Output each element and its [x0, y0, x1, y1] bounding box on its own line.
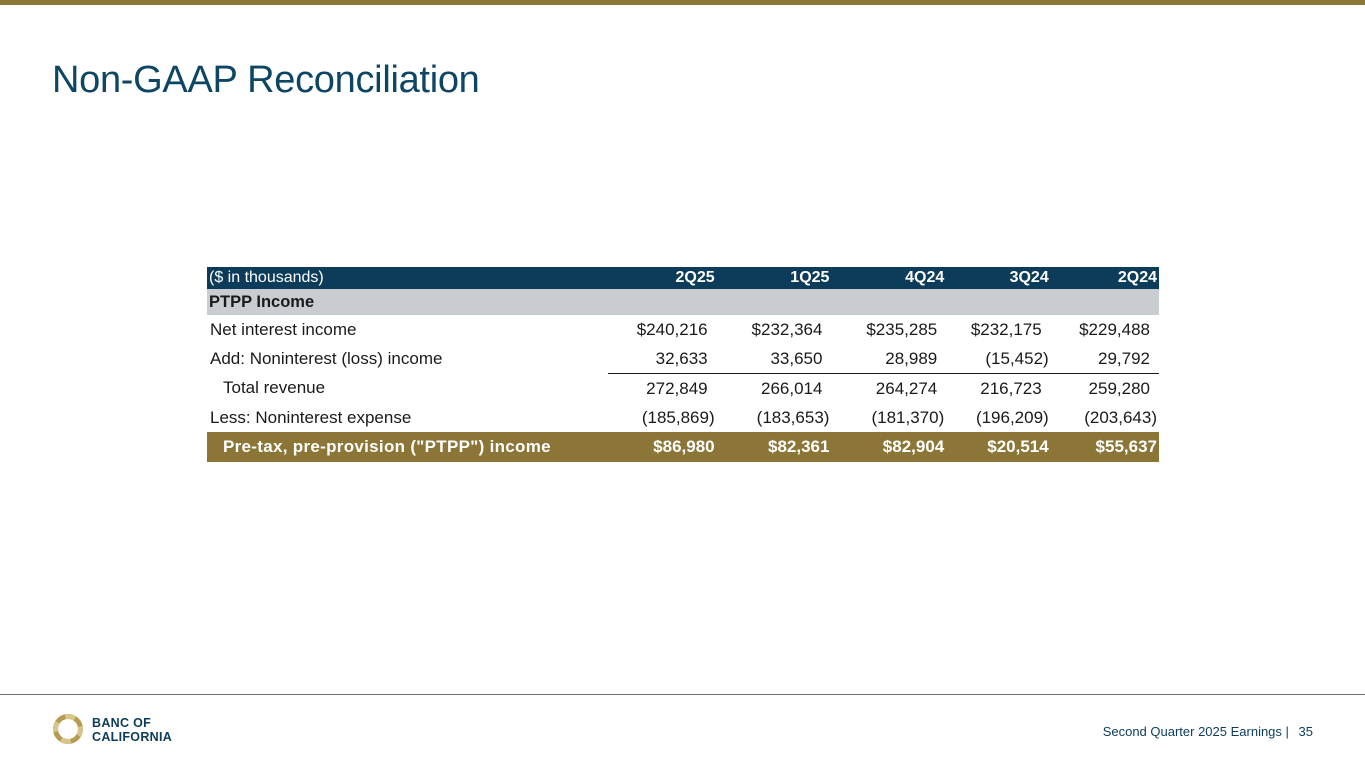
total-label: Pre-tax, pre-provision ("PTPP") income: [207, 432, 609, 462]
top-accent-bar: [0, 0, 1365, 5]
cell: (181,370): [871, 407, 945, 427]
cell: $20,514: [946, 432, 1051, 462]
row-label: Total revenue: [223, 378, 326, 398]
cell: $82,361: [716, 432, 832, 462]
cell: 259,280: [1088, 378, 1150, 398]
logo-wordmark: BANC OF CALIFORNIA: [92, 716, 172, 744]
cell: 28,989: [831, 344, 947, 374]
section-row: PTPP Income: [207, 289, 1159, 315]
cell: $232,175: [970, 319, 1042, 339]
cell: $82,904: [831, 432, 947, 462]
table-row-total-revenue: Total revenue 272,849 266,014 264,274 21…: [207, 374, 1159, 404]
page-title: Non-GAAP Reconciliation: [52, 59, 480, 102]
cell: 266,014: [760, 378, 823, 398]
row-label: Add: Noninterest (loss) income: [210, 348, 443, 368]
cell: $229,488: [1079, 319, 1150, 339]
cell: (15,452): [946, 344, 1051, 374]
section-label: PTPP Income: [207, 289, 1159, 315]
units-label: ($ in thousands): [207, 267, 609, 289]
table-row-net-interest-income: Net interest income $240,216 $232,364 $2…: [207, 315, 1159, 344]
cell: $232,364: [751, 319, 823, 339]
table-row-noninterest-income: Add: Noninterest (loss) income 32,633 33…: [207, 344, 1159, 374]
cell: 272,849: [646, 378, 708, 398]
cell: 264,274: [875, 378, 938, 398]
cell: (185,869): [641, 407, 715, 427]
page-number: 35: [1298, 724, 1313, 739]
row-label: Less: Noninterest expense: [210, 407, 412, 427]
footer-caption-text: Second Quarter 2025 Earnings |: [1102, 724, 1289, 739]
cell: $240,216: [636, 319, 708, 339]
cell: 33,650: [716, 344, 832, 374]
cell: (203,643): [1084, 407, 1157, 427]
table-row-noninterest-expense: Less: Noninterest expense (185,869) (183…: [207, 403, 1159, 432]
footer-caption: Second Quarter 2025 Earnings | 35: [1103, 724, 1313, 739]
ptpp-reconciliation-table: ($ in thousands) 2Q25 1Q25 4Q24 3Q24 2Q2…: [207, 267, 1159, 462]
column-header: 3Q24: [946, 267, 1051, 289]
logo-line-2: CALIFORNIA: [92, 730, 173, 744]
column-header: 4Q24: [831, 267, 947, 289]
cell: 32,633: [608, 344, 717, 374]
column-header: 2Q25: [608, 267, 717, 289]
logo-line-1: BANC OF: [92, 716, 152, 730]
column-header: 1Q25: [716, 267, 832, 289]
table-row-ptpp-income-total: Pre-tax, pre-provision ("PTPP") income $…: [207, 432, 1159, 462]
cell: (196,209): [975, 407, 1049, 427]
cell: $86,980: [608, 432, 717, 462]
cell: 216,723: [980, 378, 1042, 398]
cell: (183,653): [756, 407, 830, 427]
row-label: Net interest income: [210, 319, 357, 339]
cell: 29,792: [1050, 344, 1159, 374]
cell: $55,637: [1050, 432, 1159, 462]
banc-of-california-logo-icon: [53, 714, 83, 744]
column-header: 2Q24: [1050, 267, 1159, 289]
footer-divider: [0, 694, 1365, 695]
table-header-row: ($ in thousands) 2Q25 1Q25 4Q24 3Q24 2Q2…: [207, 267, 1159, 289]
cell: $235,285: [866, 319, 938, 339]
